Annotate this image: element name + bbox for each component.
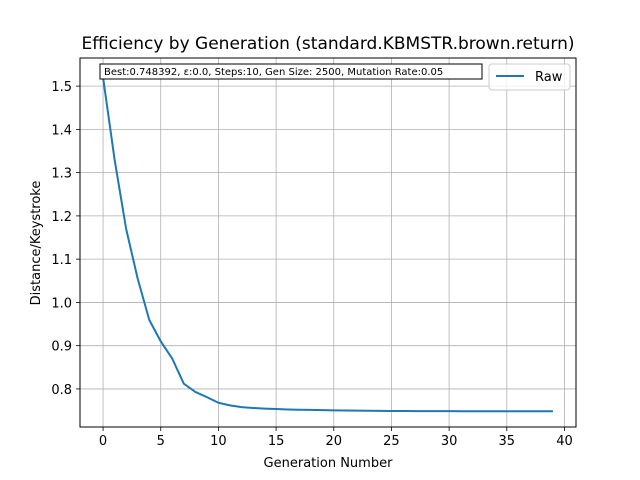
x-tick-label: 5 bbox=[157, 434, 165, 449]
data-point bbox=[125, 228, 127, 230]
data-point bbox=[217, 402, 219, 404]
data-point bbox=[471, 410, 473, 412]
y-tick-label: 0.9 bbox=[51, 340, 72, 355]
data-point bbox=[240, 406, 242, 408]
x-tick-label: 35 bbox=[499, 434, 516, 449]
y-tick-label: 1.2 bbox=[51, 210, 72, 225]
y-axis-ticks: 0.8 0.9 1.0 1.1 1.2 1.3 1.4 1.5 bbox=[51, 80, 80, 398]
y-tick-label: 0.8 bbox=[51, 383, 72, 398]
data-point bbox=[356, 410, 358, 412]
data-point bbox=[367, 410, 369, 412]
data-point bbox=[275, 408, 277, 410]
data-point bbox=[229, 404, 231, 406]
data-point bbox=[494, 410, 496, 412]
annotation-text: Best:0.748392, ε:0.0, Steps:10, Gen Size… bbox=[104, 67, 443, 78]
data-point bbox=[114, 159, 116, 161]
x-tick-label: 40 bbox=[556, 434, 573, 449]
data-point bbox=[137, 278, 139, 280]
y-tick-label: 1.1 bbox=[51, 253, 72, 268]
data-point bbox=[264, 408, 266, 410]
data-point bbox=[529, 410, 531, 412]
x-tick-label: 30 bbox=[441, 434, 458, 449]
x-axis-label: Generation Number bbox=[264, 456, 394, 471]
data-point bbox=[310, 409, 312, 411]
data-point bbox=[171, 358, 173, 360]
data-point bbox=[402, 410, 404, 412]
data-point bbox=[344, 410, 346, 412]
y-tick-label: 1.0 bbox=[51, 296, 72, 311]
data-point bbox=[390, 410, 392, 412]
legend-frame bbox=[488, 63, 571, 91]
data-point bbox=[437, 410, 439, 412]
data-point bbox=[379, 410, 381, 412]
x-tick-label: 10 bbox=[210, 434, 227, 449]
data-point bbox=[298, 409, 300, 411]
plot-area-frame bbox=[79, 57, 577, 428]
data-point bbox=[506, 410, 508, 412]
y-axis-label: Distance/Keystroke bbox=[29, 181, 44, 306]
data-point bbox=[287, 408, 289, 410]
data-point bbox=[448, 410, 450, 412]
grid bbox=[80, 58, 576, 427]
y-tick-label: 1.5 bbox=[51, 80, 72, 95]
data-point bbox=[194, 391, 196, 393]
x-tick-label: 25 bbox=[383, 434, 400, 449]
data-point bbox=[148, 319, 150, 321]
data-point bbox=[333, 409, 335, 411]
y-tick-label: 1.4 bbox=[51, 123, 72, 138]
annotation-frame bbox=[99, 63, 483, 80]
data-point bbox=[183, 383, 185, 385]
data-point bbox=[425, 410, 427, 412]
legend-label-raw: Raw bbox=[535, 70, 563, 85]
annotation-box: Best:0.748392, ε:0.0, Steps:10, Gen Size… bbox=[99, 63, 483, 80]
data-point bbox=[460, 410, 462, 412]
legend: Raw bbox=[488, 63, 571, 91]
data-point bbox=[160, 340, 162, 342]
data-point bbox=[517, 410, 519, 412]
data-point bbox=[552, 410, 554, 412]
data-point bbox=[252, 407, 254, 409]
x-axis-ticks: 0 5 10 15 20 25 30 35 40 bbox=[99, 427, 573, 449]
series-line-raw bbox=[102, 77, 553, 413]
x-tick-label: 20 bbox=[325, 434, 342, 449]
x-tick-label: 0 bbox=[99, 434, 107, 449]
series-layer bbox=[102, 77, 554, 413]
data-point bbox=[483, 410, 485, 412]
data-point bbox=[321, 409, 323, 411]
data-point bbox=[540, 410, 542, 412]
chart-title: Efficiency by Generation (standard.KBMST… bbox=[82, 34, 575, 54]
data-point bbox=[414, 410, 416, 412]
y-tick-label: 1.3 bbox=[51, 167, 72, 182]
x-tick-label: 15 bbox=[268, 434, 285, 449]
data-point bbox=[206, 396, 208, 398]
